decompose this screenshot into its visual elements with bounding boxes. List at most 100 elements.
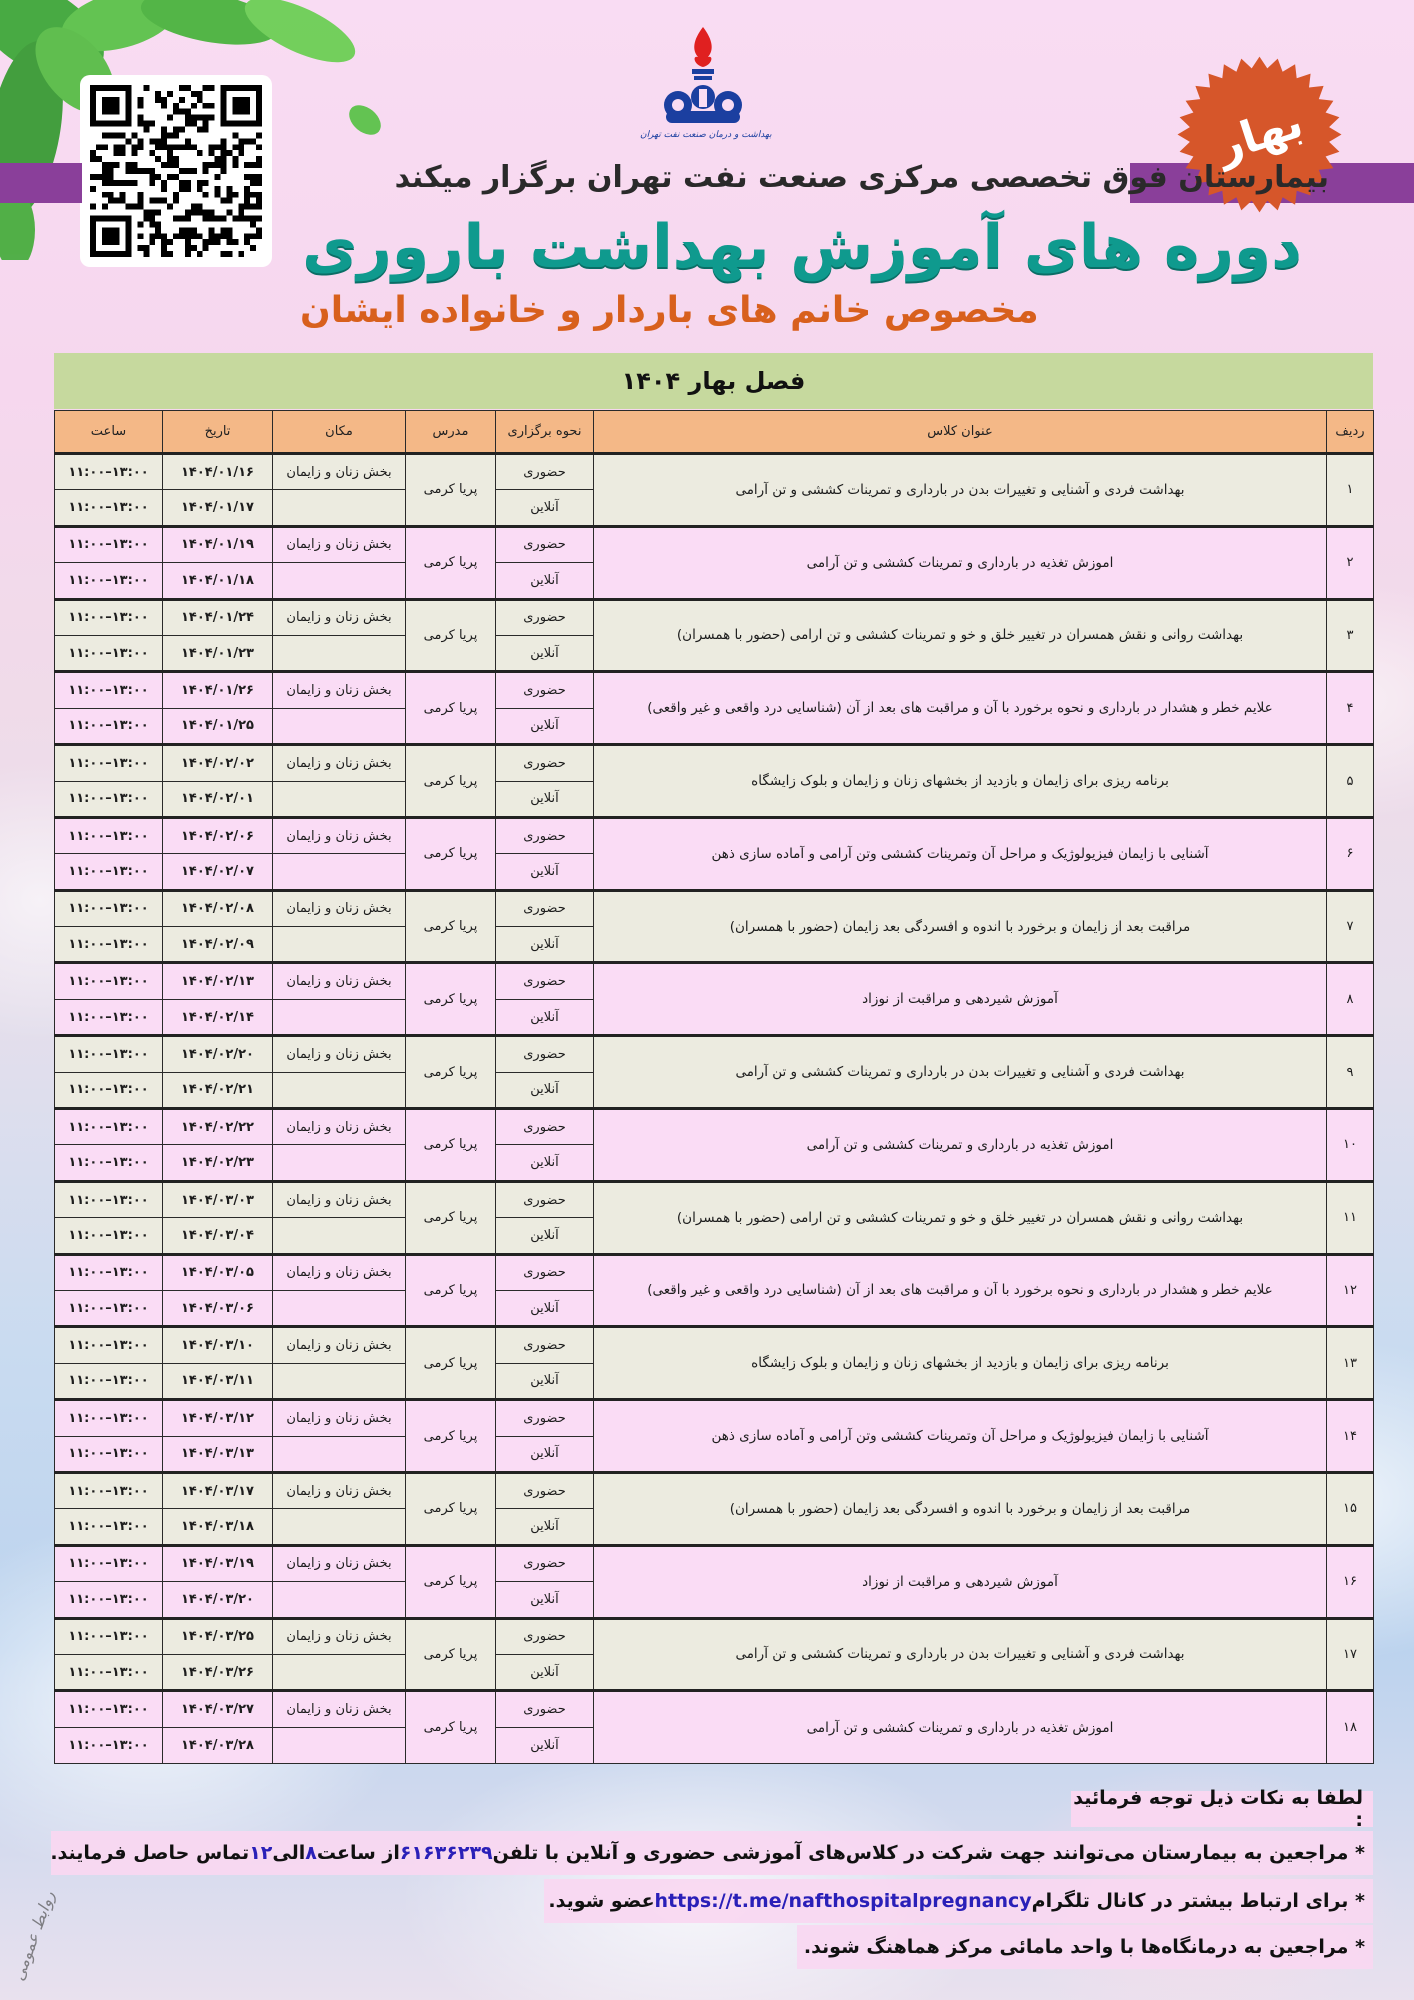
- date: ۱۴۰۴/۰۲/۰۶: [162, 815, 273, 855]
- date: ۱۴۰۴/۰۳/۰۴: [162, 1217, 273, 1255]
- place: بخش زنان و زایمان: [272, 961, 406, 1000]
- date-text: ۱۴۰۴/۰۱/۲۶: [181, 683, 254, 699]
- time-text: ۱۱:۰۰–۱۳:۰۰: [68, 1701, 149, 1717]
- table-row: ۲ اموزش تغذیه در بارداری و تمرینات کششی و…: [54, 524, 1374, 600]
- row-number: ۱۵: [1326, 1470, 1374, 1546]
- time-text: ۱۱:۰۰–۱۳:۰۰: [68, 1737, 149, 1753]
- place: بخش زنان و زایمان: [272, 1543, 406, 1583]
- session-mode: حضوری: [495, 1616, 594, 1655]
- date: ۱۴۰۴/۰۲/۰۷: [162, 853, 273, 891]
- session-mode: آنلاین: [495, 562, 594, 600]
- date: ۱۴۰۴/۰۱/۱۷: [162, 489, 273, 527]
- time: ۱۱:۰۰–۱۳:۰۰: [54, 1325, 163, 1364]
- place: بخش زنان و زایمان: [272, 524, 406, 564]
- date-text: ۱۴۰۴/۰۳/۰۳: [181, 1192, 254, 1208]
- time: ۱۱:۰۰–۱۳:۰۰: [54, 926, 163, 964]
- teacher: پریا کرمی: [405, 597, 496, 673]
- session-mode: حضوری: [495, 1252, 594, 1291]
- date-text: ۱۴۰۴/۰۲/۲۱: [181, 1082, 254, 1098]
- class-title: بهداشت روانی و نقش همسران در تغییر خلق و…: [593, 597, 1327, 673]
- place: بخش زنان و زایمان: [272, 1616, 406, 1655]
- row-number: ۱۱: [1326, 1179, 1374, 1255]
- time: ۱۱:۰۰–۱۳:۰۰: [54, 1398, 163, 1437]
- time: ۱۱:۰۰–۱۳:۰۰: [54, 1144, 163, 1182]
- time: ۱۱:۰۰–۱۳:۰۰: [54, 780, 163, 818]
- date-text: ۱۴۰۴/۰۳/۲۶: [181, 1664, 254, 1680]
- col-header-row-number: ردیف: [1326, 410, 1374, 454]
- time-text: ۱۱:۰۰–۱۳:۰۰: [68, 683, 149, 699]
- time-text: ۱۱:۰۰–۱۳:۰۰: [68, 1519, 149, 1535]
- time: ۱۱:۰۰–۱۳:۰۰: [54, 1252, 163, 1291]
- session-mode: حضوری: [495, 1470, 594, 1510]
- time: ۱۱:۰۰–۱۳:۰۰: [54, 489, 163, 527]
- time-text: ۱۱:۰۰–۱۳:۰۰: [68, 1155, 149, 1171]
- date: ۱۴۰۴/۰۳/۲۵: [162, 1616, 273, 1655]
- class-title: اموزش تغذیه در بارداری و تمرینات کششی و …: [593, 1107, 1327, 1182]
- starburst-icon: [1177, 56, 1342, 213]
- time-text: ۱۱:۰۰–۱۳:۰۰: [68, 572, 149, 588]
- date-text: ۱۴۰۴/۰۳/۲۰: [181, 1591, 254, 1607]
- season-badge: بهار: [1172, 52, 1347, 217]
- place: [272, 1508, 406, 1546]
- teacher: پریا کرمی: [405, 1179, 496, 1255]
- table-row: آنلاین ۱۴۰۴/۰۳/۲۶ ۱۱:۰۰–۱۳:۰۰: [54, 1653, 1374, 1692]
- class-title: بهداشت فردی و آشنایی و تغییرات بدن در با…: [593, 1034, 1327, 1110]
- class-title: برنامه ریزی برای زایمان و بازدید از بخشه…: [593, 1325, 1327, 1401]
- time: ۱۱:۰۰–۱۳:۰۰: [54, 1289, 163, 1328]
- teacher: پریا کرمی: [405, 1689, 496, 1765]
- session-mode: آنلاین: [495, 1289, 594, 1328]
- logo-caption: بهداشت و درمان صنعت نفت تهران: [640, 130, 772, 140]
- date: ۱۴۰۴/۰۱/۲۵: [162, 707, 273, 746]
- note-text: تماس حاصل فرمایند.: [50, 1842, 250, 1864]
- teacher: پریا کرمی: [405, 815, 496, 891]
- watermark-logo: روابط عمومی: [8, 1888, 59, 1984]
- table-row: آنلاین ۱۴۰۴/۰۳/۲۰ ۱۱:۰۰–۱۳:۰۰: [54, 1581, 1374, 1619]
- date: ۱۴۰۴/۰۳/۲۶: [162, 1653, 273, 1692]
- note-text: * برای ارتباط بیشتر در کانال تلگرام: [1031, 1890, 1365, 1912]
- time-text: ۱۱:۰۰–۱۳:۰۰: [68, 1629, 149, 1645]
- time-text: ۱۱:۰۰–۱۳:۰۰: [68, 1446, 149, 1462]
- place: بخش زنان و زایمان: [272, 1470, 406, 1510]
- note-clinics: * مراجعین به درمانگاه‌ها با واحد مامائی …: [797, 1925, 1373, 1969]
- time-text: ۱۱:۰۰–۱۳:۰۰: [68, 1591, 149, 1607]
- place: [272, 1726, 406, 1765]
- organizer-text: بیمارستان فوق تخصصی مرکزی صنعت نفت تهران…: [394, 160, 1330, 195]
- date: ۱۴۰۴/۰۲/۱۴: [162, 998, 273, 1037]
- place: [272, 1362, 406, 1401]
- table-row: ۶ آشنایی با زایمان فیزیولوژیک و مراحل آن …: [54, 815, 1374, 891]
- time-text: ۱۱:۰۰–۱۳:۰۰: [68, 537, 149, 553]
- telegram-link[interactable]: https://t.me/nafthospitalpregnancy: [654, 1890, 1032, 1912]
- time: ۱۱:۰۰–۱۳:۰۰: [54, 1726, 163, 1765]
- session-mode: حضوری: [495, 815, 594, 855]
- table-row: ۷ مراقبت بعد از زایمان و برخورد با اندوه …: [54, 888, 1374, 964]
- table-row: آنلاین ۱۴۰۴/۰۳/۱۸ ۱۱:۰۰–۱۳:۰۰: [54, 1508, 1374, 1546]
- phone-number[interactable]: ۶۱۶۳۶۲۳۹: [399, 1842, 493, 1864]
- col-header-date: تاریخ: [162, 410, 273, 454]
- place: بخش زنان و زایمان: [272, 597, 406, 636]
- time: ۱۱:۰۰–۱۳:۰۰: [54, 1179, 163, 1219]
- table-row: آنلاین ۱۴۰۴/۰۲/۰۷ ۱۱:۰۰–۱۳:۰۰: [54, 853, 1374, 891]
- place: بخش زنان و زایمان: [272, 451, 406, 491]
- row-number: ۱۶: [1326, 1543, 1374, 1619]
- qr-code[interactable]: [80, 75, 272, 267]
- table-row: آنلاین ۱۴۰۴/۰۲/۲۱ ۱۱:۰۰–۱۳:۰۰: [54, 1071, 1374, 1110]
- session-mode: آنلاین: [495, 1653, 594, 1692]
- teacher: پریا کرمی: [405, 1616, 496, 1692]
- time: ۱۱:۰۰–۱۳:۰۰: [54, 524, 163, 564]
- time: ۱۱:۰۰–۱۳:۰۰: [54, 1653, 163, 1692]
- date: ۱۴۰۴/۰۳/۱۳: [162, 1435, 273, 1473]
- session-mode: حضوری: [495, 961, 594, 1000]
- date: ۱۴۰۴/۰۲/۰۹: [162, 926, 273, 964]
- time-text: ۱۱:۰۰–۱۳:۰۰: [68, 901, 149, 917]
- table-row: ۱۶ آموزش شیردهی و مراقبت از نوزاد حضوری پری…: [54, 1543, 1374, 1619]
- schedule-table: ردیف عنوان کلاس نحوه برگزاری مدرس مکان ت…: [54, 410, 1374, 1765]
- date-text: ۱۴۰۴/۰۱/۱۸: [181, 572, 254, 588]
- place: [272, 780, 406, 818]
- date-text: ۱۴۰۴/۰۲/۱۴: [181, 1009, 254, 1025]
- class-title: بهداشت فردی و آشنایی و تغییرات بدن در با…: [593, 1616, 1327, 1692]
- teacher: پریا کرمی: [405, 743, 496, 818]
- time-text: ۱۱:۰۰–۱۳:۰۰: [68, 1227, 149, 1243]
- time-text: ۱۱:۰۰–۱۳:۰۰: [68, 464, 149, 480]
- table-row: ۱۱ بهداشت روانی و نقش همسران در تغییر خلق…: [54, 1179, 1374, 1255]
- class-title: مراقبت بعد از زایمان و برخورد با اندوه و…: [593, 1470, 1327, 1546]
